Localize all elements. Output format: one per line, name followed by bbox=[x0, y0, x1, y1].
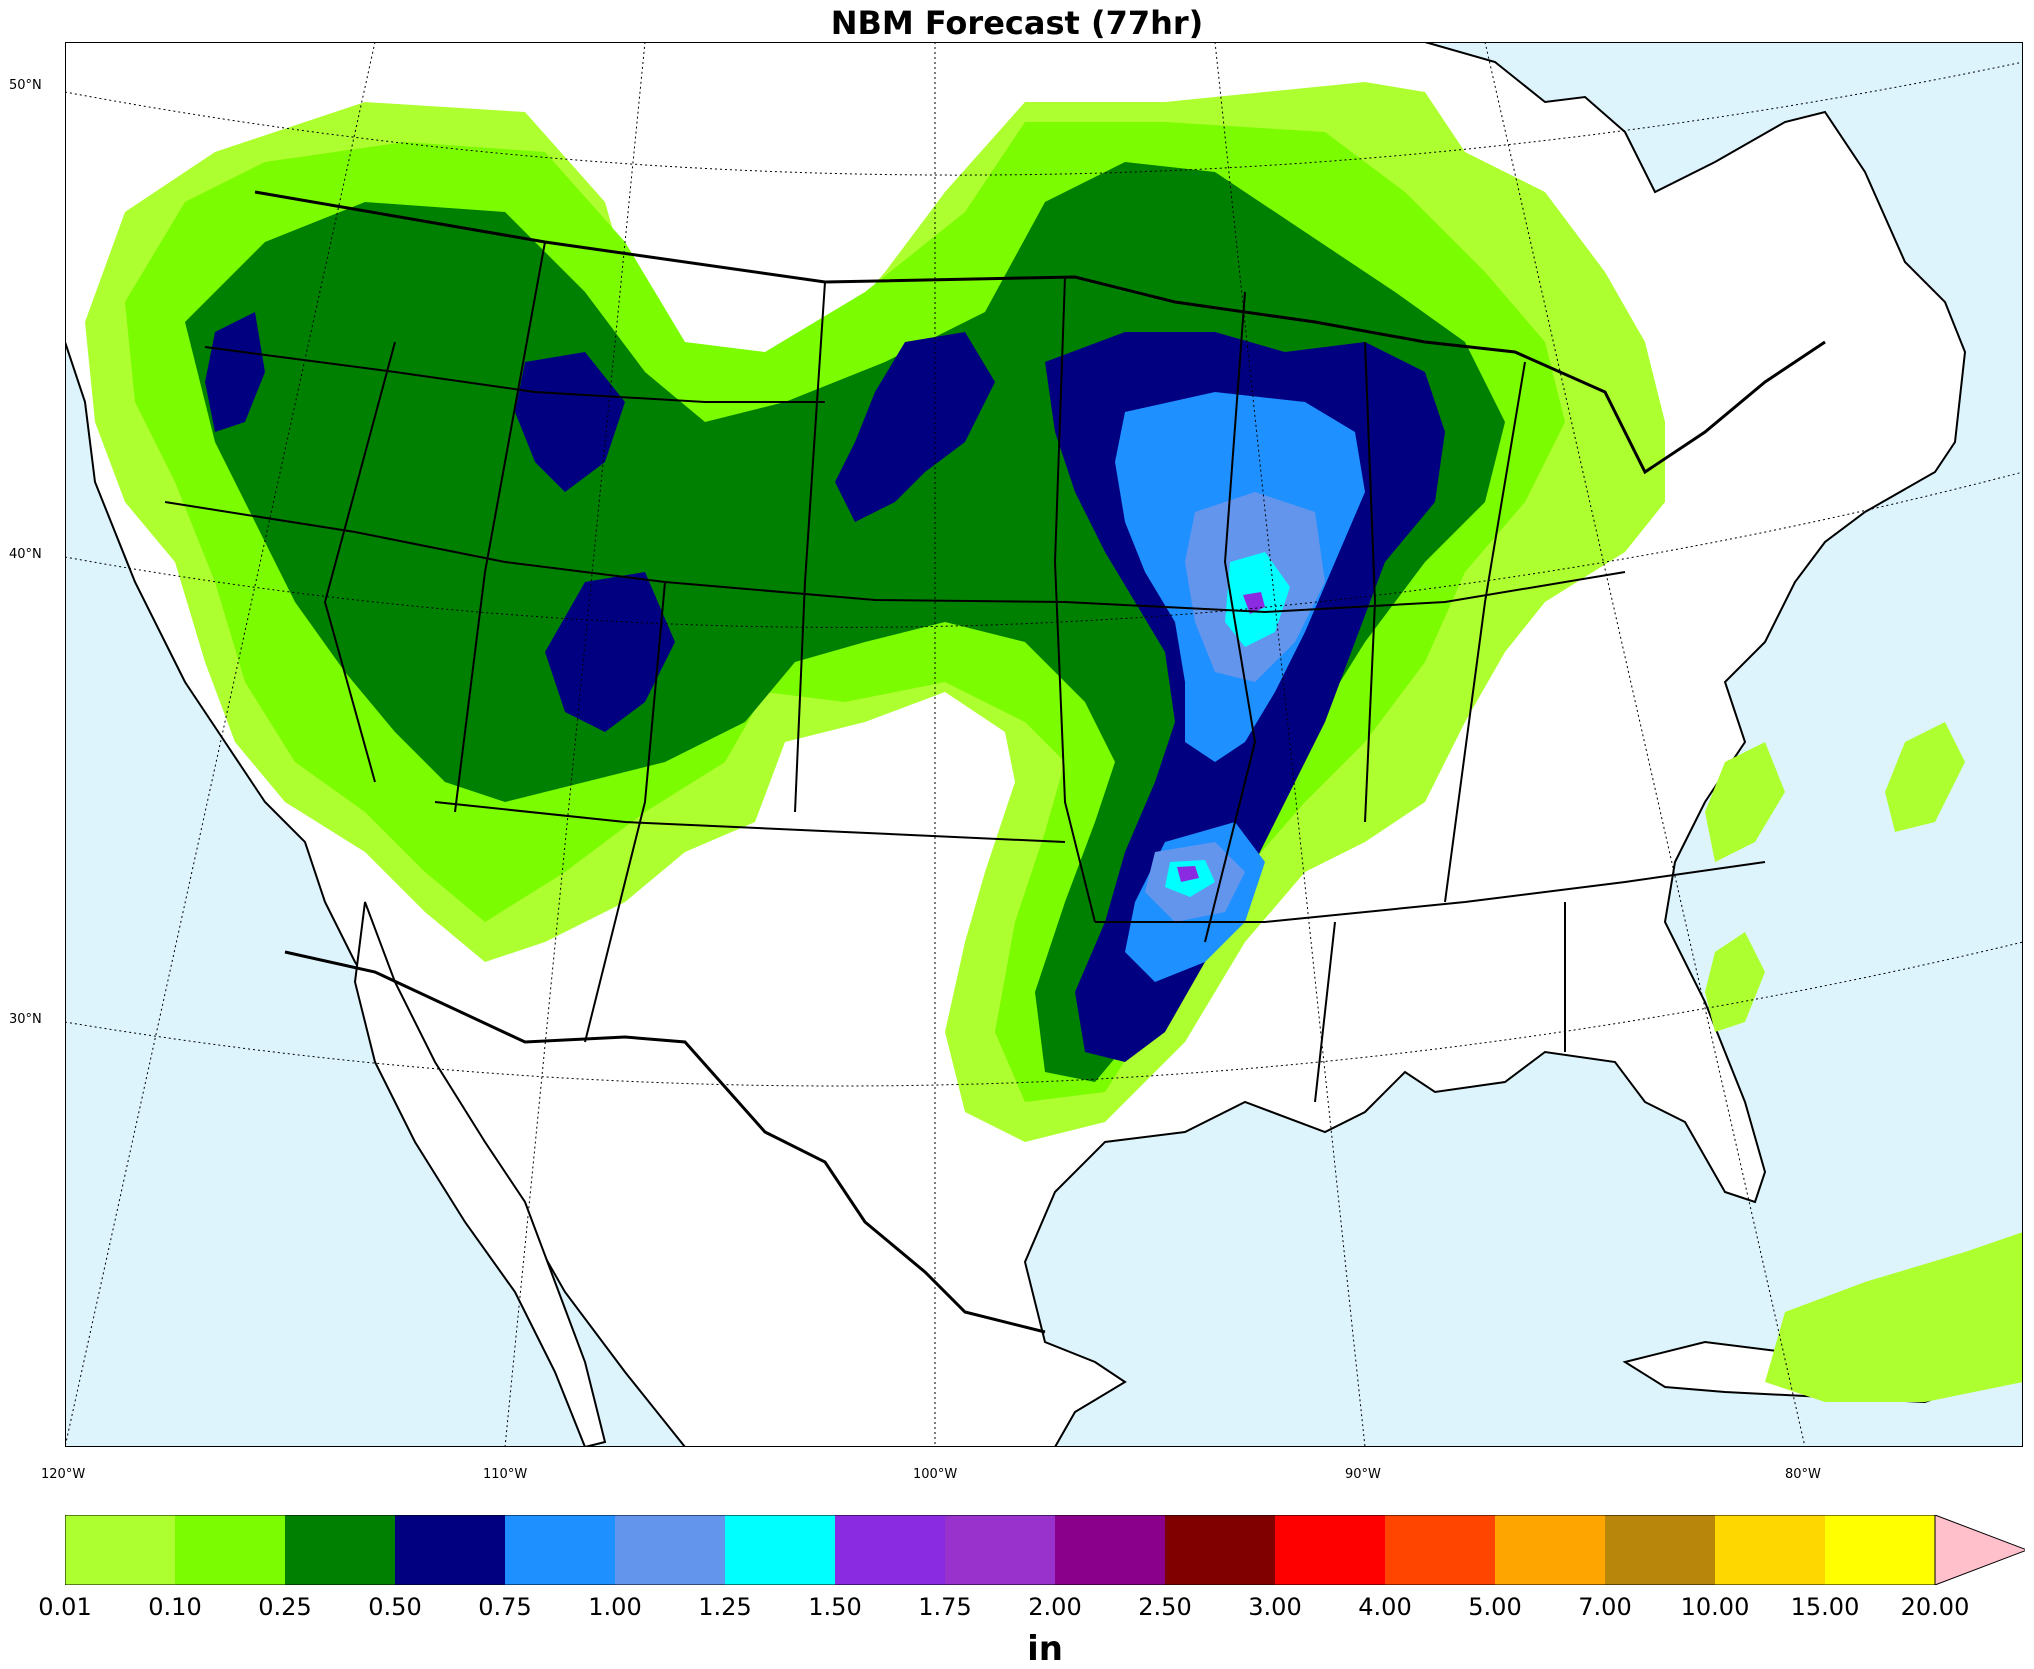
precip-contour bbox=[545, 572, 675, 732]
state-line bbox=[164, 501, 1066, 603]
colorbar-swatch bbox=[1275, 1515, 1385, 1585]
colorbar-tick-label: 0.75 bbox=[478, 1593, 532, 1621]
colorbar bbox=[65, 1515, 2025, 1585]
state-line bbox=[584, 581, 666, 1043]
lon-label-90w: 90°W bbox=[1345, 1467, 1381, 1482]
colorbar-tick-label: 0.01 bbox=[38, 1593, 92, 1621]
borders bbox=[164, 190, 1826, 1334]
us-mexico-border bbox=[284, 950, 1046, 1334]
colorbar-swatch bbox=[1165, 1515, 1275, 1585]
precip-contour bbox=[835, 332, 995, 522]
colorbar-tick-label: 20.00 bbox=[1900, 1593, 1970, 1621]
colorbar-swatch bbox=[1605, 1515, 1715, 1585]
colorbar-tick-label: 2.00 bbox=[1028, 1593, 1082, 1621]
map-frame bbox=[65, 42, 2023, 1447]
colorbar-extend-arrow bbox=[1934, 1515, 2025, 1585]
state-line bbox=[1204, 291, 1257, 943]
colorbar-tick-label: 1.00 bbox=[588, 1593, 642, 1621]
colorbar-tick-label: 10.00 bbox=[1680, 1593, 1750, 1621]
state-line bbox=[323, 341, 396, 783]
state-line bbox=[434, 801, 1066, 843]
colorbar-swatch bbox=[285, 1515, 395, 1585]
state-line bbox=[1364, 341, 1377, 823]
colorbar-swatch bbox=[1495, 1515, 1605, 1585]
state-line bbox=[794, 281, 826, 813]
colorbar-swatch bbox=[1825, 1515, 1935, 1585]
colorbar-tick-label: 0.10 bbox=[148, 1593, 202, 1621]
precip-contour bbox=[1177, 866, 1199, 882]
colorbar-tick-label: 1.75 bbox=[918, 1593, 972, 1621]
state-line bbox=[1064, 571, 1626, 614]
state-line bbox=[1053, 276, 1096, 923]
precip-contour bbox=[1243, 592, 1265, 614]
colorbar-tick-label: 2.50 bbox=[1138, 1593, 1192, 1621]
colorbar-swatch bbox=[615, 1515, 725, 1585]
colorbar-swatch bbox=[835, 1515, 945, 1585]
colorbar-tick-label: 15.00 bbox=[1790, 1593, 1860, 1621]
precip-contour bbox=[205, 312, 265, 432]
chart-title: NBM Forecast (77hr) bbox=[830, 4, 1204, 42]
colorbar-tick-label: 3.00 bbox=[1248, 1593, 1302, 1621]
colorbar-units: in bbox=[1027, 1629, 1063, 1669]
lon-label-80w: 80°W bbox=[1785, 1467, 1821, 1482]
state-line bbox=[1095, 861, 1766, 923]
state-line bbox=[454, 241, 546, 813]
state-line bbox=[204, 346, 825, 403]
state-line bbox=[1314, 921, 1336, 1103]
precip-layer bbox=[85, 82, 2023, 1402]
colorbar-tick-label: 1.50 bbox=[808, 1593, 862, 1621]
colorbar-tick-label: 7.00 bbox=[1578, 1593, 1632, 1621]
precip-contour bbox=[1705, 932, 1765, 1032]
lat-label-50: 50°N bbox=[9, 78, 42, 93]
state-line bbox=[1444, 361, 1526, 903]
colorbar-swatch bbox=[175, 1515, 285, 1585]
graticule bbox=[65, 42, 2023, 1447]
colorbar-swatch bbox=[725, 1515, 835, 1585]
colorbar-tick-label: 4.00 bbox=[1358, 1593, 1412, 1621]
land-baja bbox=[353, 901, 607, 1447]
lat-label-30: 30°N bbox=[9, 1012, 42, 1027]
map-canvas bbox=[65, 42, 2023, 1447]
lon-label-120w: 120°W bbox=[41, 1467, 86, 1482]
precip-contour bbox=[1885, 722, 1965, 832]
colorbar-tick-label: 0.50 bbox=[368, 1593, 422, 1621]
precip-contour bbox=[515, 352, 625, 492]
colorbar-tick-label: 0.25 bbox=[258, 1593, 312, 1621]
colorbar-swatch bbox=[505, 1515, 615, 1585]
colorbar-swatch bbox=[1385, 1515, 1495, 1585]
lat-label-40: 40°N bbox=[9, 547, 42, 562]
colorbar-tick-label: 5.00 bbox=[1468, 1593, 1522, 1621]
precip-contour bbox=[1705, 742, 1785, 862]
colorbar-tick-label: 1.25 bbox=[698, 1593, 752, 1621]
colorbar-swatch bbox=[65, 1515, 175, 1585]
colorbar-swatch bbox=[945, 1515, 1055, 1585]
colorbar-swatch bbox=[395, 1515, 505, 1585]
colorbar-swatch bbox=[1715, 1515, 1825, 1585]
colorbar-swatch bbox=[1055, 1515, 1165, 1585]
precip-map: 50°N 40°N 30°N 120°W 110°W 100°W 90°W 80… bbox=[9, 42, 2023, 1482]
lon-label-110w: 110°W bbox=[483, 1467, 528, 1482]
precip-contour bbox=[1765, 1232, 2023, 1402]
lon-label-100w: 100°W bbox=[913, 1467, 958, 1482]
